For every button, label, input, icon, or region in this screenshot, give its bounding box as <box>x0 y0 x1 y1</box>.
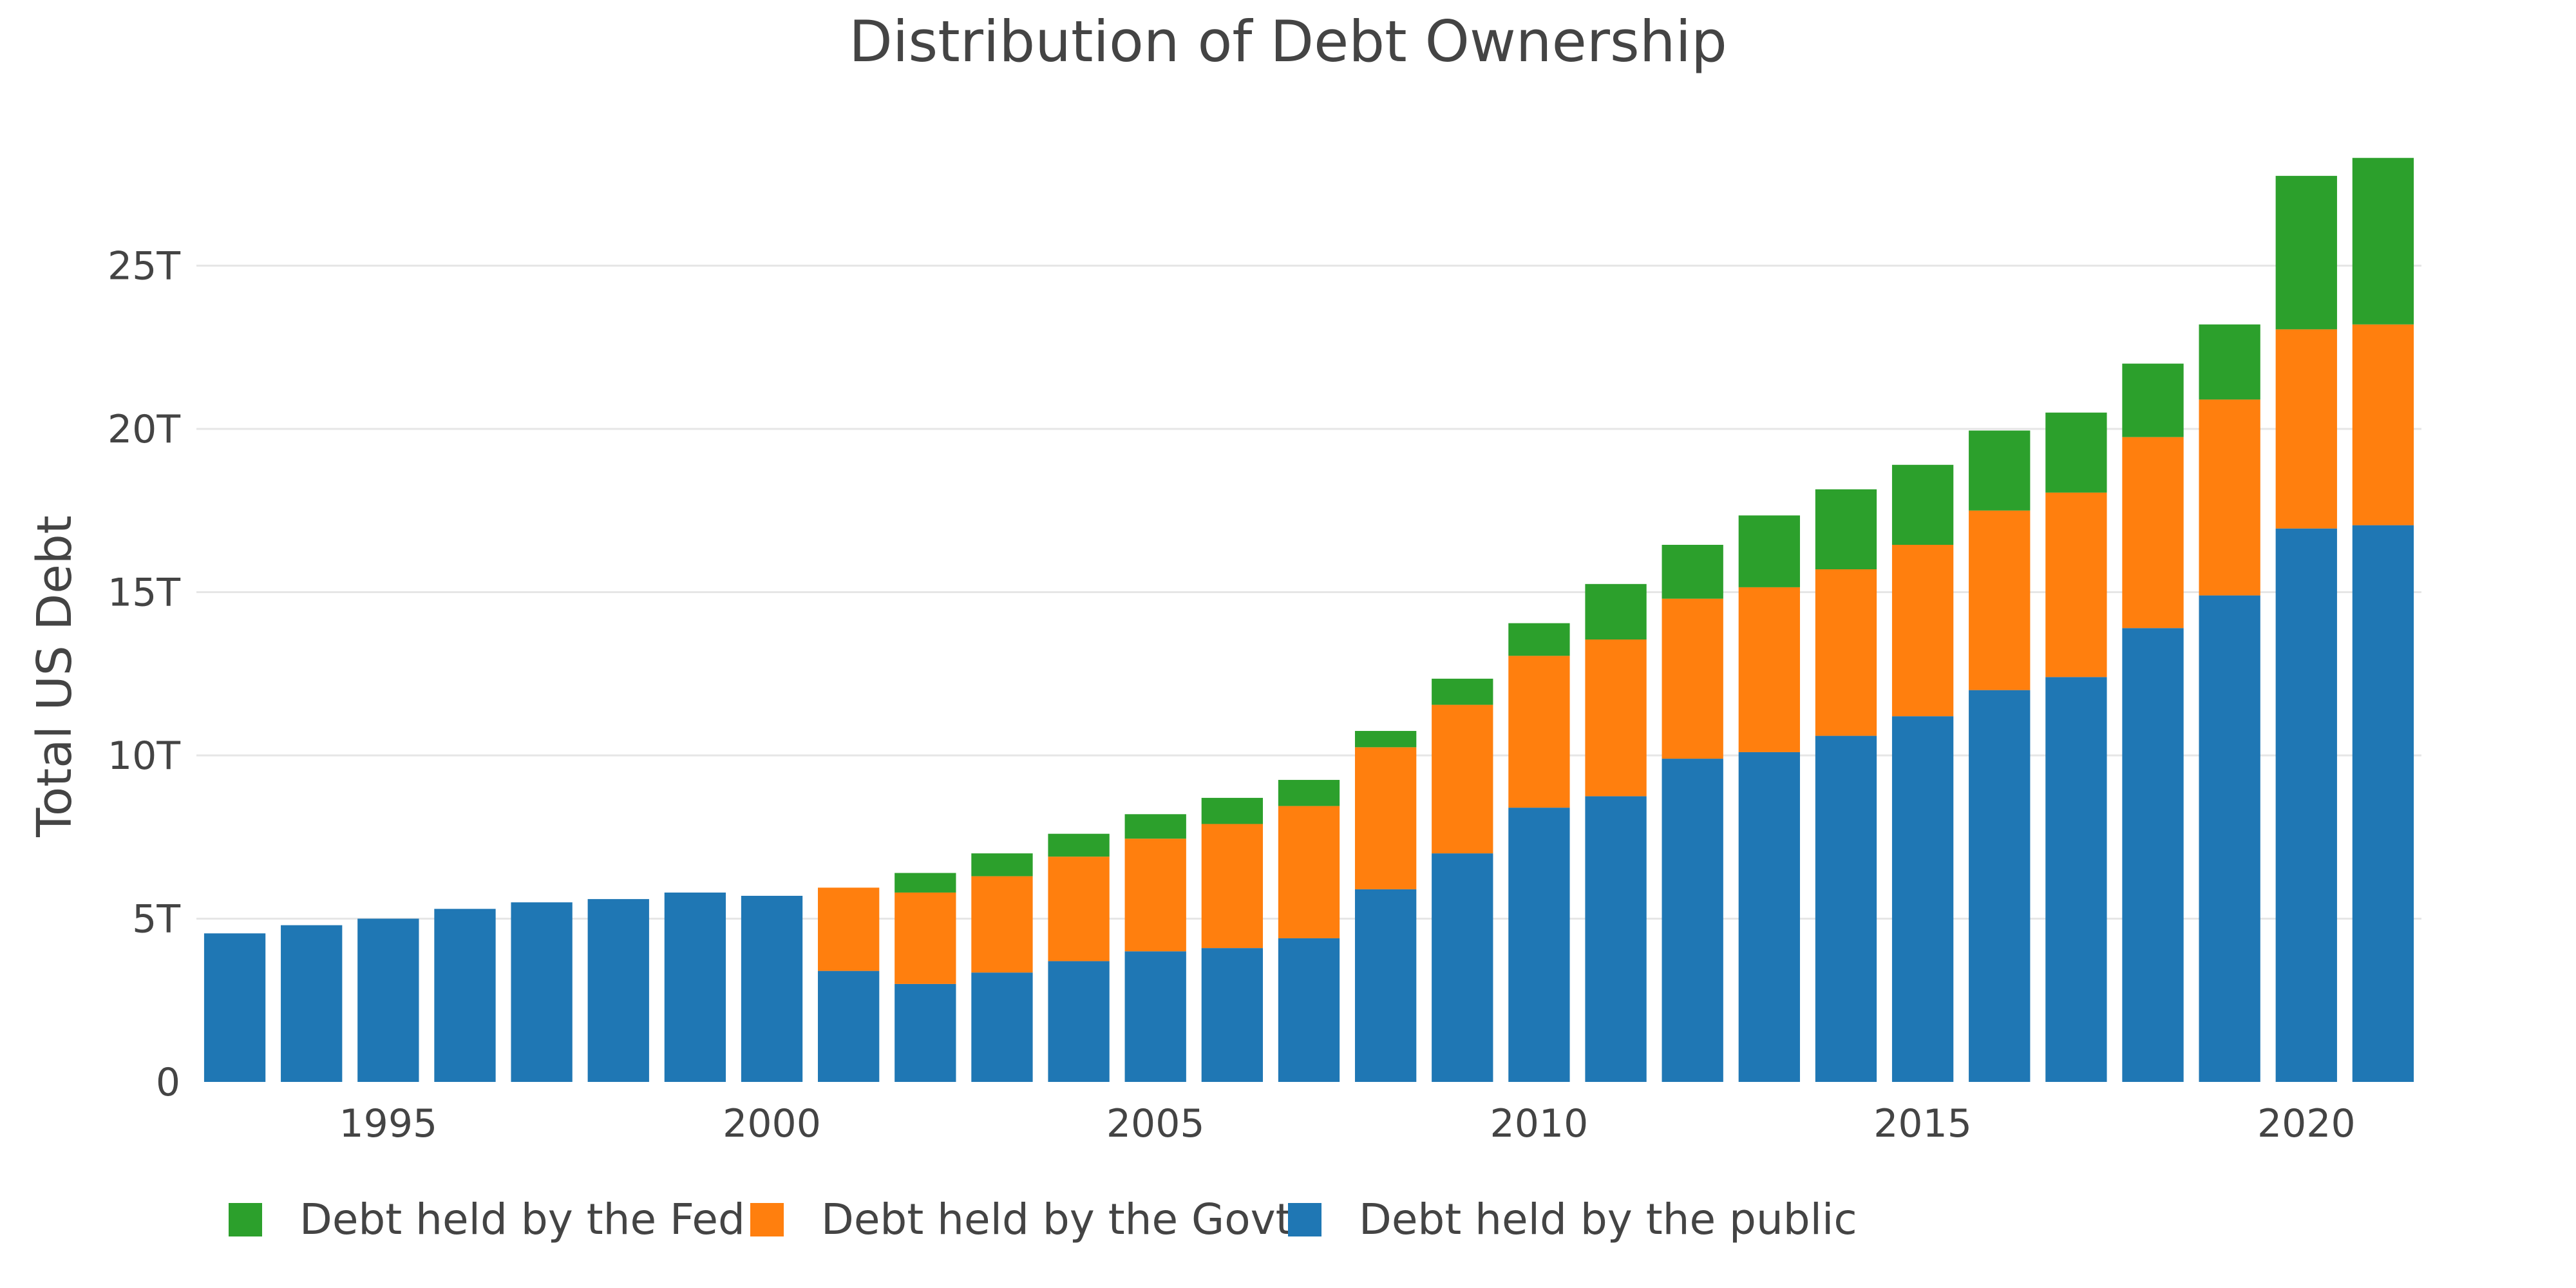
bar-segment[interactable] <box>1662 598 1723 759</box>
chart-title: Distribution of Debt Ownership <box>849 8 1727 75</box>
bar-segment[interactable] <box>2275 176 2337 330</box>
y-axis-ticks: 0 5T 10T 15T 20T 25T <box>108 244 180 1105</box>
bar-segment[interactable] <box>1508 623 1570 656</box>
legend-item[interactable]: Debt held by the public <box>1288 1195 1857 1244</box>
bar-segment[interactable] <box>2045 677 2107 1082</box>
bar-segment[interactable] <box>1738 752 1800 1082</box>
bar-segment[interactable] <box>1662 759 1723 1082</box>
legend-swatch <box>1288 1203 1321 1236</box>
bar-segment[interactable] <box>1354 747 1417 889</box>
bar-segment[interactable] <box>281 925 343 1082</box>
bar-segment[interactable] <box>1508 808 1570 1082</box>
bar-segment[interactable] <box>1432 705 1493 854</box>
bar-segment[interactable] <box>664 892 726 1082</box>
bar-segment[interactable] <box>818 971 880 1082</box>
bar-segment[interactable] <box>2122 363 2184 437</box>
x-tick-label: 2000 <box>723 1101 821 1146</box>
bar-segment[interactable] <box>1278 806 1340 938</box>
bar-segment[interactable] <box>1738 515 1800 587</box>
y-tick-label: 5T <box>132 897 180 942</box>
bar-segment[interactable] <box>895 892 956 984</box>
x-tick-label: 2005 <box>1106 1101 1205 1146</box>
bar-segment[interactable] <box>1201 948 1264 1082</box>
bar-segment[interactable] <box>971 853 1033 876</box>
bar-segment[interactable] <box>357 918 419 1082</box>
y-tick-label: 15T <box>108 571 180 616</box>
bar-segment[interactable] <box>1278 938 1340 1082</box>
bar-segment[interactable] <box>1354 730 1417 748</box>
bar-segment[interactable] <box>895 873 956 893</box>
y-tick-label: 0 <box>156 1060 180 1105</box>
bar-segment[interactable] <box>1585 796 1647 1082</box>
bar-segment[interactable] <box>511 902 573 1082</box>
legend-label: Debt held by the Fed <box>299 1195 745 1244</box>
bar-segment[interactable] <box>1354 889 1417 1082</box>
y-tick-label: 10T <box>108 734 180 779</box>
bar-segment[interactable] <box>1124 814 1186 839</box>
x-tick-label: 2010 <box>1490 1101 1589 1146</box>
bar-segment[interactable] <box>818 887 880 971</box>
legend-label: Debt held by the Govt <box>821 1195 1293 1244</box>
bar-segment[interactable] <box>1662 544 1723 599</box>
bar-segment[interactable] <box>1048 857 1110 961</box>
legend-item[interactable]: Debt held by the Fed <box>229 1195 745 1244</box>
bar-segment[interactable] <box>2352 525 2414 1082</box>
bar-segment[interactable] <box>1124 951 1186 1082</box>
bar-segment[interactable] <box>1738 587 1800 752</box>
bar-segment[interactable] <box>2352 158 2414 325</box>
bar-segment[interactable] <box>2199 595 2260 1082</box>
bar-segment[interactable] <box>587 899 649 1082</box>
x-tick-label: 1995 <box>339 1101 437 1146</box>
bar-segment[interactable] <box>971 876 1033 973</box>
bar-segment[interactable] <box>1124 838 1186 952</box>
bar-segment[interactable] <box>1969 430 2031 511</box>
bar-segment[interactable] <box>1585 583 1647 640</box>
legend[interactable]: Debt held by the Fed Debt held by the Gov… <box>229 1195 1857 1244</box>
legend-swatch <box>229 1203 262 1236</box>
bar-segment[interactable] <box>1201 824 1264 949</box>
y-tick-label: 20T <box>108 407 180 452</box>
bar-segment[interactable] <box>741 896 803 1082</box>
bar-segment[interactable] <box>1815 735 1877 1082</box>
bar-segment[interactable] <box>2045 412 2107 493</box>
bar-segment[interactable] <box>1891 544 1954 717</box>
bar-segment[interactable] <box>1585 639 1647 797</box>
bar-segment[interactable] <box>2352 324 2414 526</box>
bar-segment[interactable] <box>1432 853 1493 1082</box>
bar-segment[interactable] <box>1969 690 2031 1082</box>
y-tick-label: 25T <box>108 244 180 289</box>
bar-segment[interactable] <box>2275 528 2337 1082</box>
x-tick-label: 2020 <box>2257 1101 2356 1146</box>
bar-segment[interactable] <box>2122 628 2184 1082</box>
bars <box>204 158 2414 1082</box>
bar-segment[interactable] <box>1278 780 1340 806</box>
bar-segment[interactable] <box>1815 489 1877 570</box>
x-tick-label: 2015 <box>1873 1101 1972 1146</box>
bar-segment[interactable] <box>971 972 1033 1082</box>
x-axis-ticks: 1995 2000 2005 2010 2015 2020 <box>339 1101 2355 1146</box>
bar-segment[interactable] <box>434 909 496 1082</box>
bar-segment[interactable] <box>1432 678 1493 705</box>
legend-item[interactable]: Debt held by the Govt <box>750 1195 1293 1244</box>
bar-segment[interactable] <box>895 983 956 1082</box>
bar-segment[interactable] <box>1508 656 1570 808</box>
bar-segment[interactable] <box>2275 329 2337 529</box>
bar-segment[interactable] <box>1969 510 2031 690</box>
bar-segment[interactable] <box>1891 716 1954 1082</box>
bar-segment[interactable] <box>1891 464 1954 545</box>
bar-segment[interactable] <box>2199 399 2260 596</box>
y-axis-title: Total US Debt <box>27 515 82 838</box>
bar-segment[interactable] <box>2199 324 2260 400</box>
bar-segment[interactable] <box>1815 569 1877 736</box>
bar-segment[interactable] <box>2045 492 2107 677</box>
bar-segment[interactable] <box>204 933 266 1082</box>
bar-segment[interactable] <box>1048 833 1110 857</box>
bar-segment[interactable] <box>1201 797 1264 824</box>
bar-segment[interactable] <box>1048 961 1110 1082</box>
bar-segment[interactable] <box>2122 437 2184 629</box>
legend-swatch <box>750 1203 784 1236</box>
legend-label: Debt held by the public <box>1359 1195 1857 1244</box>
